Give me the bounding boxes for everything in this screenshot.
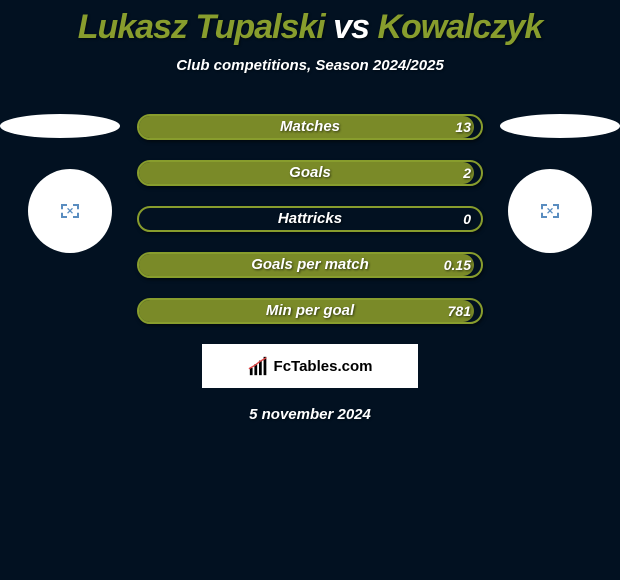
stat-bar-label: Goals xyxy=(137,160,483,186)
logo-box: FcTables.com xyxy=(202,344,418,388)
stat-bar-row: Goals2 xyxy=(137,160,483,186)
logo-text: FcTables.com xyxy=(274,358,373,375)
placeholder-icon: ✕ xyxy=(61,204,79,218)
stat-bar-row: Hattricks0 xyxy=(137,206,483,232)
left-player-avatar: ✕ xyxy=(28,169,112,253)
stat-bars: Matches13 Goals2 Hattricks0 Goals per match… xyxy=(137,114,483,324)
title-part-2: vs xyxy=(325,8,378,46)
placeholder-icon: ✕ xyxy=(541,204,559,218)
right-ellipse-decor xyxy=(500,114,620,138)
stat-bar-value: 781 xyxy=(448,298,471,324)
title-part-3: Kowalczyk xyxy=(377,8,542,46)
stat-bar-label: Min per goal xyxy=(137,298,483,324)
page-title: Lukasz Tupalski vs Kowalczyk xyxy=(0,0,620,47)
stat-bar-row: Matches13 xyxy=(137,114,483,140)
page-subtitle: Club competitions, Season 2024/2025 xyxy=(0,57,620,74)
stat-bar-value: 0.15 xyxy=(444,252,471,278)
stat-bar-label: Matches xyxy=(137,114,483,140)
date-text: 5 november 2024 xyxy=(0,406,620,423)
comparison-content: ✕ ✕ Matches13 Goals2 Hattricks0 Goals per m… xyxy=(0,114,620,423)
stat-bar-row: Min per goal781 xyxy=(137,298,483,324)
stat-bar-label: Goals per match xyxy=(137,252,483,278)
stat-bar-row: Goals per match0.15 xyxy=(137,252,483,278)
left-ellipse-decor xyxy=(0,114,120,138)
stat-bar-value: 0 xyxy=(463,206,471,232)
stat-bar-value: 13 xyxy=(455,114,471,140)
right-player-avatar: ✕ xyxy=(508,169,592,253)
stat-bar-label: Hattricks xyxy=(137,206,483,232)
stat-bar-value: 2 xyxy=(463,160,471,186)
bar-chart-icon xyxy=(248,355,270,377)
title-part-1: Lukasz Tupalski xyxy=(78,8,325,46)
